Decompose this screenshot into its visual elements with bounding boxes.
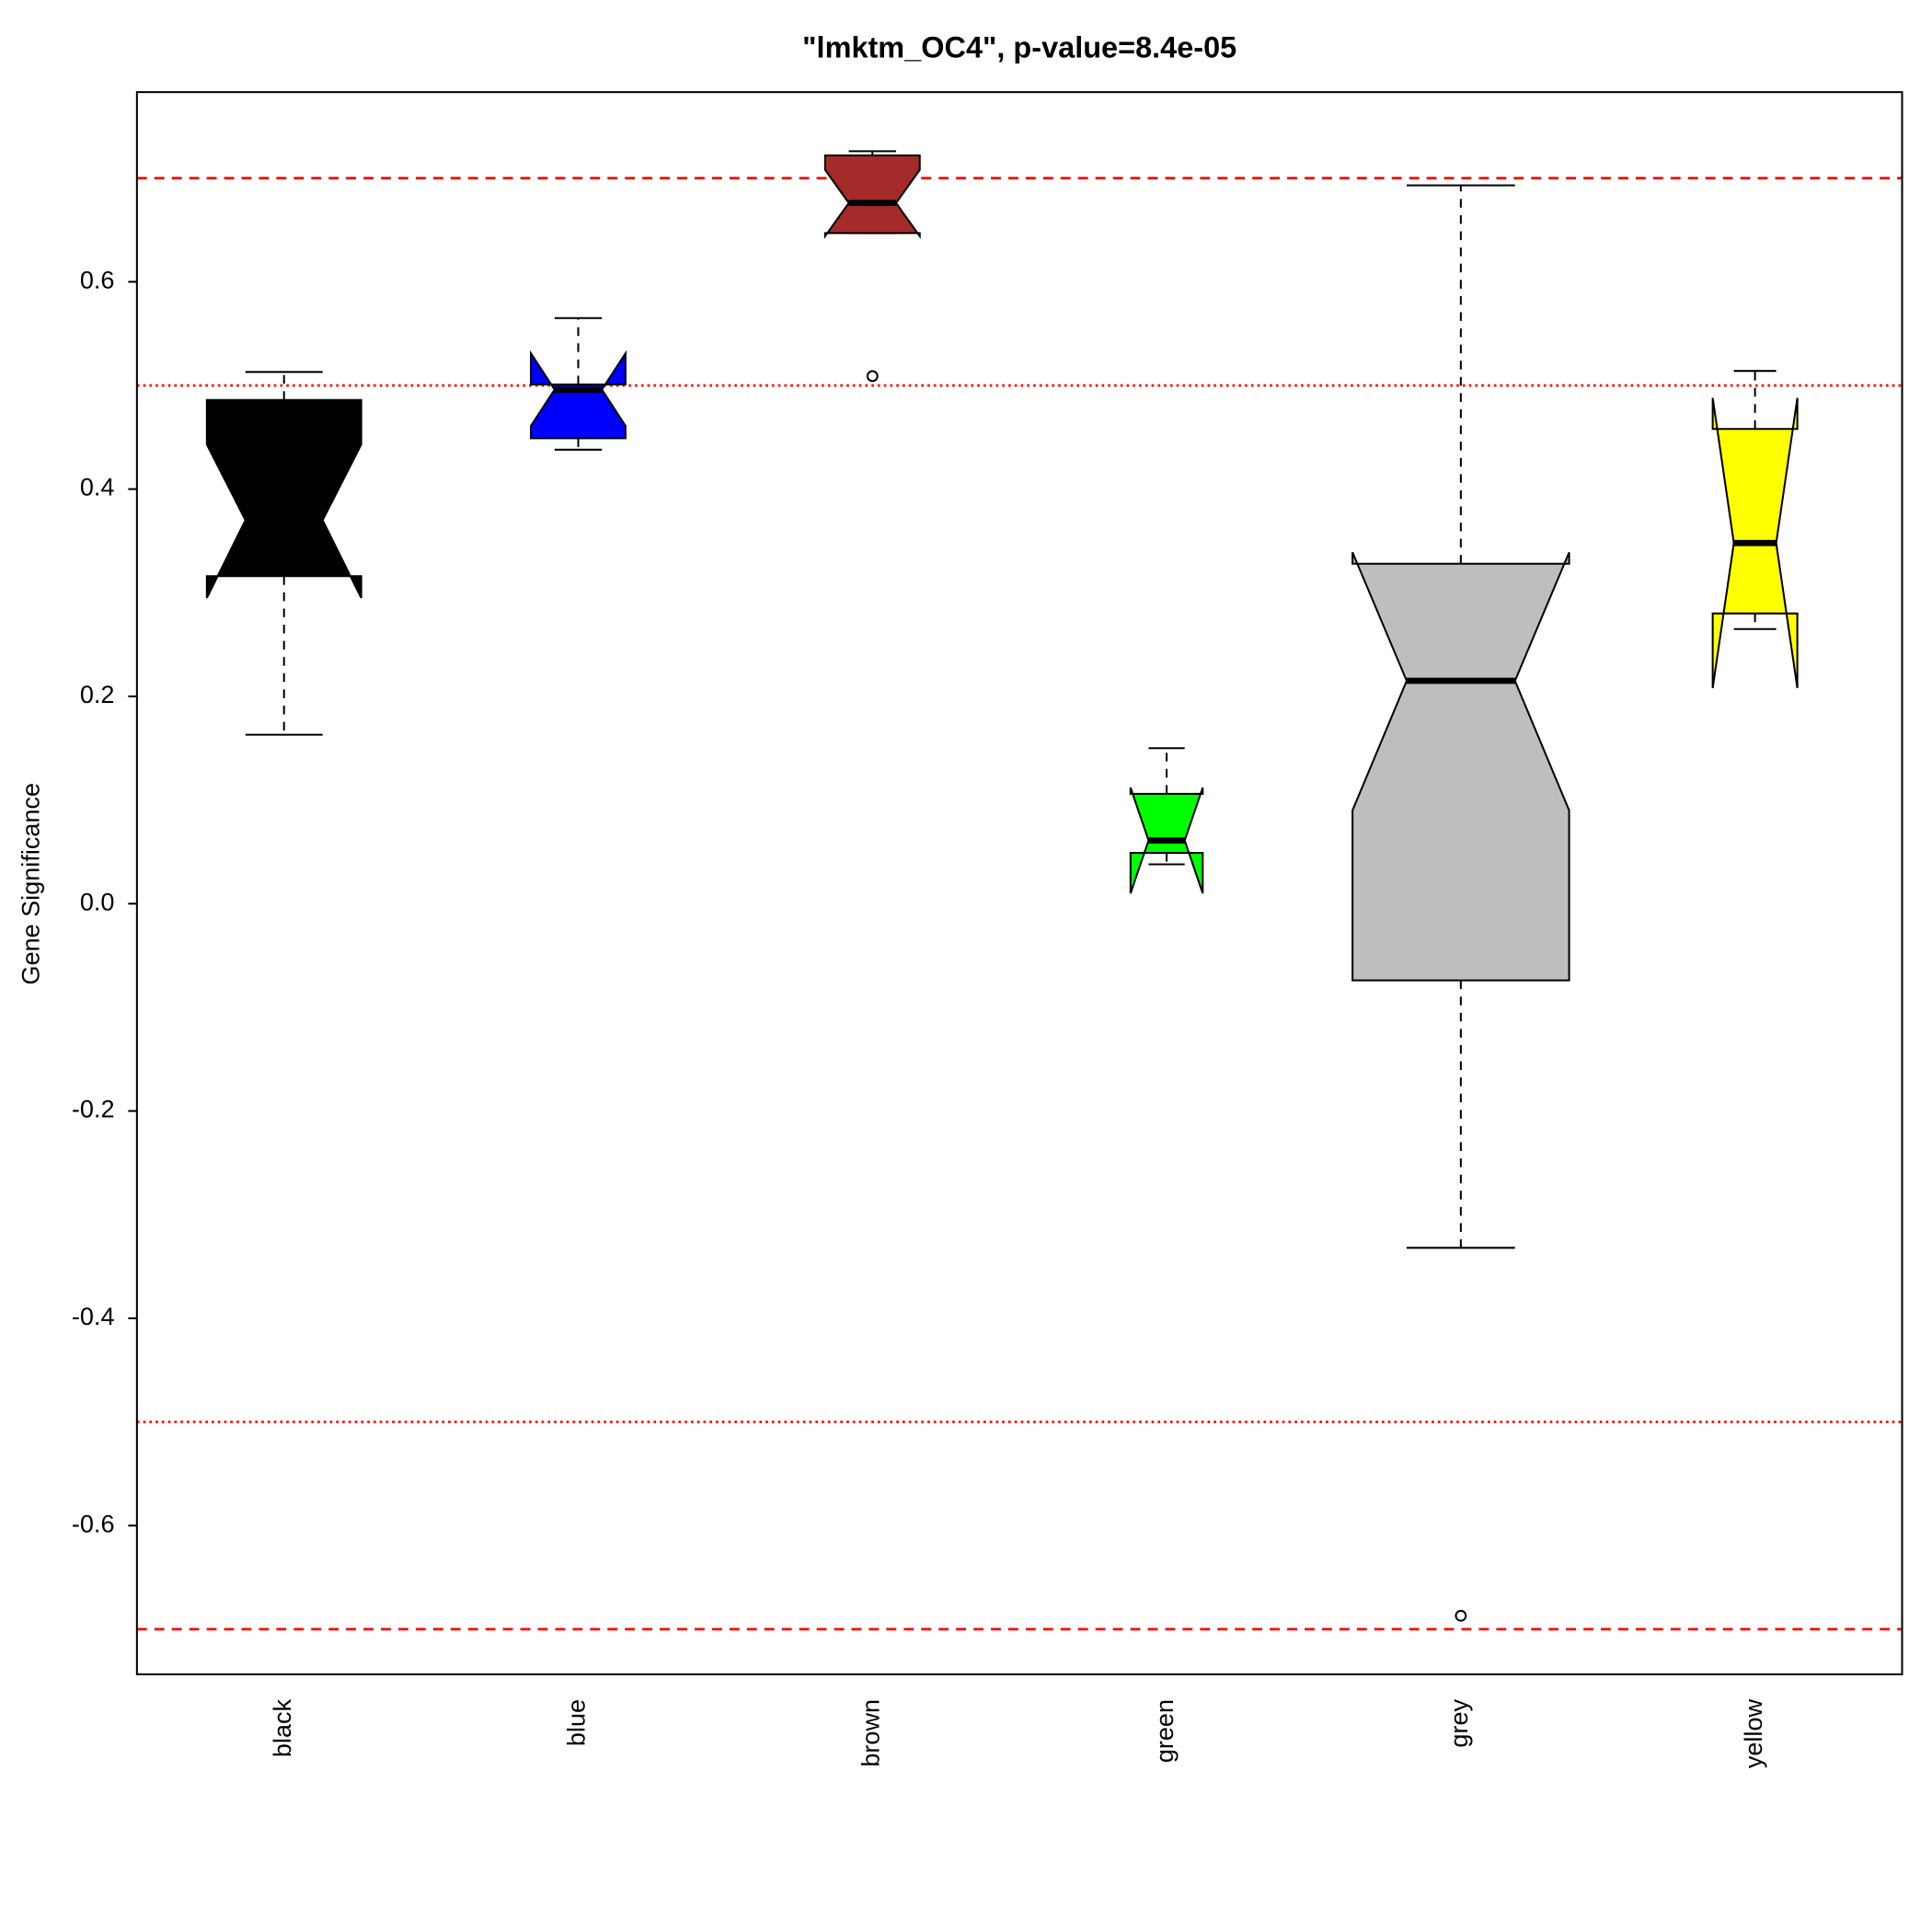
y-axis-label: Gene Significance — [17, 783, 44, 985]
y-tick-label: -0.2 — [72, 1096, 115, 1123]
y-tick-label: 0.6 — [80, 266, 115, 293]
y-tick-label: -0.4 — [72, 1303, 115, 1330]
x-tick-label: grey — [1445, 1699, 1473, 1748]
x-tick-label: black — [269, 1698, 296, 1757]
box — [1351, 551, 1570, 982]
box — [823, 154, 921, 239]
y-tick-label: 0.4 — [80, 474, 115, 501]
x-tick-label: blue — [563, 1699, 591, 1746]
plot-frame — [135, 91, 1903, 1675]
y-tick-label: -0.6 — [72, 1510, 115, 1537]
outlier — [866, 370, 879, 383]
x-tick-label: brown — [857, 1699, 884, 1767]
y-tick-label: 0.0 — [80, 888, 115, 915]
chart-title: "lmktm_OC4", p-value=8.4e-05 — [802, 31, 1236, 64]
box — [530, 350, 627, 440]
x-tick-label: yellow — [1740, 1699, 1767, 1769]
outlier — [1455, 1609, 1467, 1622]
box — [205, 398, 362, 599]
y-tick-label: 0.2 — [80, 681, 115, 708]
x-tick-label: green — [1151, 1699, 1179, 1763]
